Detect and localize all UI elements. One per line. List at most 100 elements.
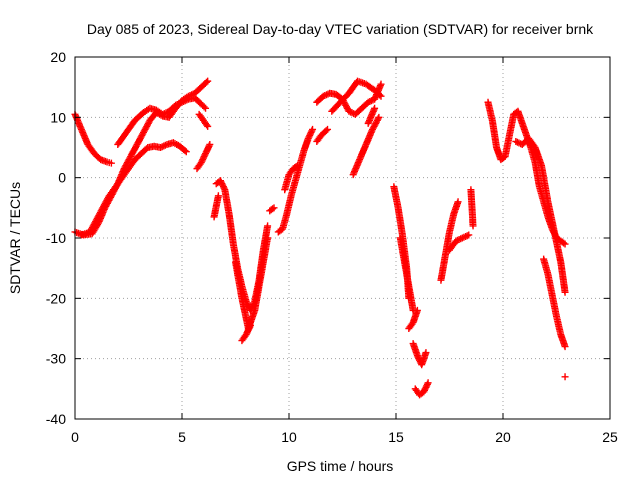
x-axis-label: GPS time / hours bbox=[287, 458, 394, 474]
data-point-trace bbox=[526, 136, 538, 150]
data-point-trace bbox=[93, 205, 106, 222]
data-point-trace bbox=[98, 156, 109, 165]
data-point bbox=[270, 204, 278, 212]
data-point-trace bbox=[557, 260, 569, 295]
data-point-trace bbox=[258, 236, 271, 277]
data-point-trace bbox=[121, 154, 134, 171]
data-point-trace bbox=[232, 260, 246, 301]
x-tick-label: 15 bbox=[388, 429, 404, 445]
data-point-trace bbox=[329, 100, 343, 114]
data-point-trace bbox=[126, 157, 138, 171]
data-point-trace bbox=[314, 93, 326, 105]
data-point-trace bbox=[165, 139, 176, 148]
data-point-trace bbox=[364, 81, 377, 93]
x-tick-label: 25 bbox=[602, 429, 618, 445]
data-point-trace bbox=[406, 320, 416, 331]
data-point-trace bbox=[551, 230, 564, 264]
data-point-trace bbox=[158, 141, 169, 151]
data-point-trace bbox=[127, 142, 140, 159]
data-point-trace bbox=[513, 138, 525, 148]
data-point bbox=[204, 122, 212, 130]
data-point bbox=[182, 148, 190, 156]
data-point-trace bbox=[85, 142, 97, 156]
data-point-trace bbox=[394, 205, 406, 237]
data-point bbox=[127, 153, 135, 161]
data-point bbox=[157, 144, 165, 151]
data-point-trace bbox=[115, 130, 129, 147]
data-point-trace bbox=[276, 226, 285, 235]
data-point-trace bbox=[113, 175, 125, 189]
data-point-trace bbox=[148, 105, 159, 114]
data-point bbox=[264, 222, 272, 230]
data-point bbox=[107, 159, 115, 167]
data-point-trace bbox=[198, 151, 209, 165]
data-point bbox=[561, 288, 569, 296]
x-tick-label: 0 bbox=[71, 429, 79, 445]
data-point bbox=[458, 234, 466, 242]
data-point-trace bbox=[372, 87, 384, 99]
x-tick-label: 5 bbox=[178, 429, 186, 445]
data-point bbox=[304, 134, 312, 142]
data-point-trace bbox=[366, 96, 377, 105]
y-axis-label: SDTVAR / TECUs bbox=[7, 182, 23, 294]
data-point bbox=[561, 240, 569, 248]
axis-ticks: 0 5 10 15 20 25 -40 -30 -20 -10 0 10 20 bbox=[46, 49, 618, 445]
data-point-trace bbox=[489, 118, 500, 150]
data-point-trace bbox=[305, 127, 316, 141]
data-point-trace bbox=[446, 212, 457, 234]
y-tick-label: -40 bbox=[46, 411, 66, 427]
data-point bbox=[465, 231, 473, 239]
data-point-trace bbox=[291, 163, 300, 172]
data-point bbox=[309, 125, 317, 133]
data-point bbox=[364, 98, 372, 106]
data-point bbox=[377, 92, 385, 100]
data-point-trace bbox=[251, 272, 265, 313]
data-point bbox=[294, 162, 302, 170]
data-point-trace bbox=[239, 332, 249, 343]
data-point-trace bbox=[321, 90, 332, 99]
data-point-trace bbox=[484, 100, 496, 123]
data-point-trace bbox=[134, 130, 147, 147]
data-point-trace bbox=[359, 100, 371, 111]
data-point bbox=[561, 373, 569, 381]
data-point-trace bbox=[132, 110, 146, 123]
data-point-trace bbox=[166, 103, 178, 114]
data-point-trace bbox=[553, 314, 564, 337]
data-point-trace bbox=[283, 193, 295, 216]
x-tick-label: 20 bbox=[495, 429, 511, 445]
data-point-trace bbox=[106, 184, 119, 198]
data-point bbox=[371, 104, 379, 112]
data-point bbox=[172, 101, 180, 109]
data-point-trace bbox=[538, 163, 552, 204]
data-point bbox=[206, 140, 214, 148]
data-point bbox=[413, 306, 421, 314]
data-point-trace bbox=[558, 238, 568, 247]
data-point bbox=[202, 104, 210, 112]
data-point-trace bbox=[369, 115, 382, 132]
y-tick-label: 0 bbox=[58, 170, 66, 186]
data-point-trace bbox=[460, 232, 471, 241]
data-point-trace bbox=[199, 78, 210, 90]
data-point-trace bbox=[180, 96, 191, 105]
y-tick-label: 10 bbox=[50, 109, 66, 125]
data-point-trace bbox=[194, 160, 204, 171]
data-point-trace bbox=[390, 184, 402, 210]
data-point bbox=[264, 234, 272, 242]
grid-lines bbox=[75, 57, 610, 419]
data-point bbox=[452, 237, 460, 245]
data-point-trace bbox=[192, 95, 204, 107]
data-point-trace bbox=[467, 187, 477, 228]
y-tick-label: -20 bbox=[46, 290, 66, 306]
data-point-trace bbox=[119, 166, 131, 180]
data-point bbox=[204, 77, 212, 85]
data-point-trace bbox=[87, 217, 100, 234]
data-point-trace bbox=[140, 118, 153, 135]
data-point bbox=[469, 222, 477, 230]
y-tick-label: -30 bbox=[46, 351, 66, 367]
data-point-trace bbox=[549, 293, 560, 319]
data-point-trace bbox=[417, 389, 426, 398]
data-point-trace bbox=[173, 99, 184, 108]
data-point-trace bbox=[139, 145, 150, 156]
chart-title: Day 085 of 2023, Sidereal Day-to-day VTE… bbox=[87, 21, 594, 37]
